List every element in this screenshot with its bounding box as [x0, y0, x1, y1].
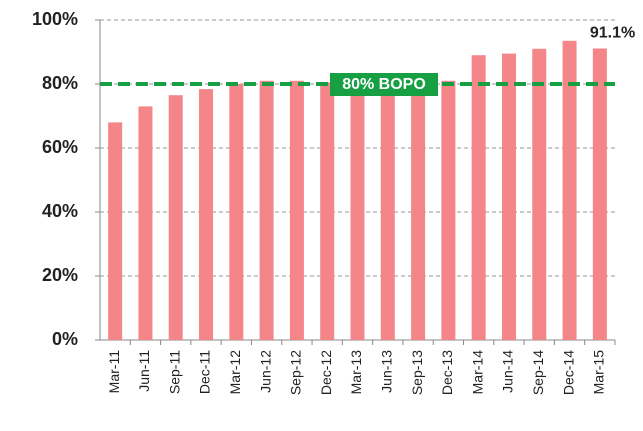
x-tick-label: Dec-12	[318, 350, 334, 395]
x-tick-label: Dec-14	[560, 350, 576, 395]
bar	[289, 80, 304, 341]
bar	[380, 84, 395, 340]
reference-label: 80% BOPO	[342, 76, 426, 93]
bar	[229, 84, 244, 340]
y-tick-label: 100%	[32, 9, 78, 29]
bar	[259, 80, 274, 341]
y-tick-label: 80%	[42, 73, 78, 93]
x-tick-label: Mar-11	[106, 350, 122, 394]
y-tick-label: 40%	[42, 201, 78, 221]
bar	[441, 80, 456, 341]
y-tick-label: 0%	[52, 329, 78, 349]
data-label: 91.1%	[590, 25, 635, 42]
bar	[501, 53, 516, 340]
bar	[532, 48, 547, 341]
bar	[108, 122, 123, 341]
x-tick-label: Mar-15	[591, 350, 607, 395]
x-tick-label: Sep-14	[530, 350, 546, 395]
x-tick-label: Sep-11	[166, 350, 182, 394]
reference-label-box	[330, 73, 438, 96]
bar	[411, 84, 426, 340]
bar	[592, 48, 607, 340]
x-tick-label: Jun-12	[257, 350, 273, 393]
x-tick-label: Mar-13	[348, 350, 364, 395]
bar	[562, 40, 577, 341]
bar	[199, 89, 214, 341]
y-tick-label: 60%	[42, 137, 78, 157]
x-tick-label: Jun-11	[136, 350, 152, 392]
x-tick-label: Mar-12	[227, 350, 243, 395]
bar	[168, 95, 183, 340]
x-tick-label: Jun-13	[378, 350, 394, 393]
x-tick-label: Sep-12	[288, 350, 304, 395]
bar	[320, 82, 335, 341]
y-tick-label: 20%	[42, 265, 78, 285]
x-tick-label: Mar-14	[469, 350, 485, 395]
bar	[350, 84, 365, 340]
x-tick-label: Jun-14	[500, 350, 516, 393]
bar	[471, 55, 486, 340]
x-tick-label: Sep-13	[409, 350, 425, 395]
x-tick-label: Dec-11	[197, 350, 213, 394]
bar	[138, 106, 153, 341]
x-tick-label: Dec-13	[439, 350, 455, 395]
